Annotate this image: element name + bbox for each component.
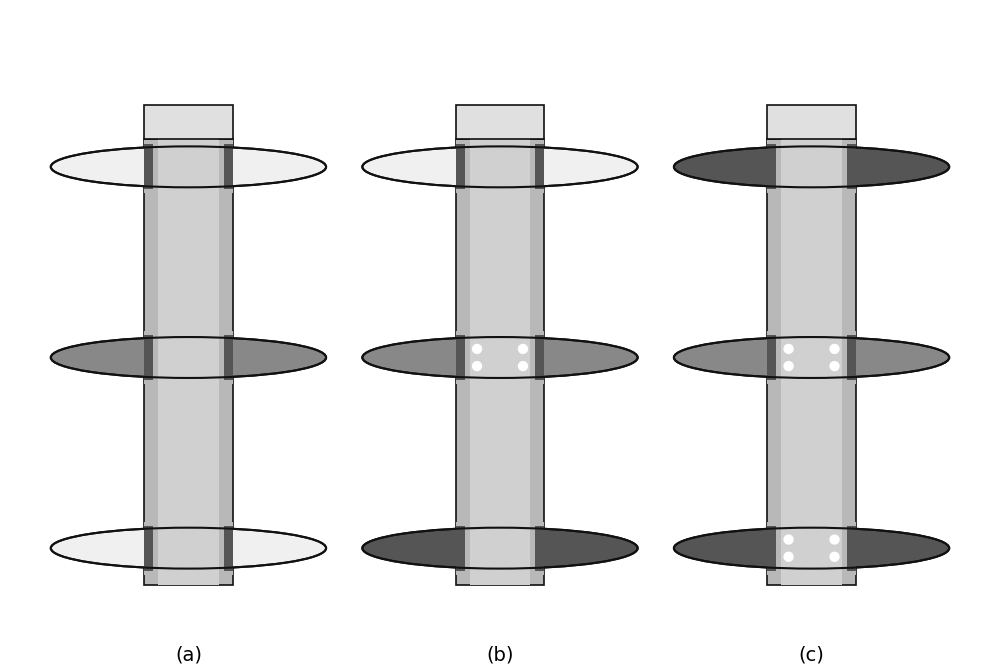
Circle shape	[519, 362, 527, 371]
Ellipse shape	[674, 146, 949, 188]
Bar	[456, 140, 544, 194]
Bar	[144, 139, 233, 586]
Ellipse shape	[51, 337, 326, 378]
Ellipse shape	[674, 528, 949, 569]
Ellipse shape	[362, 146, 638, 188]
Ellipse shape	[458, 530, 542, 566]
Ellipse shape	[146, 530, 230, 566]
Ellipse shape	[458, 149, 542, 185]
Bar	[767, 526, 776, 571]
Text: (b): (b)	[486, 646, 514, 665]
Bar	[456, 105, 544, 139]
Bar	[144, 144, 153, 190]
Bar	[224, 526, 233, 571]
Circle shape	[519, 344, 527, 353]
Bar	[767, 139, 856, 586]
Circle shape	[784, 535, 793, 544]
Bar	[144, 140, 233, 194]
Bar	[470, 139, 530, 586]
Bar	[470, 521, 530, 575]
Bar	[144, 105, 233, 139]
Circle shape	[784, 552, 793, 561]
Ellipse shape	[146, 340, 230, 375]
Bar	[144, 526, 153, 571]
Bar	[781, 331, 842, 384]
Bar	[456, 521, 544, 575]
Bar	[456, 144, 465, 190]
Bar	[470, 140, 530, 194]
Ellipse shape	[362, 337, 638, 378]
Ellipse shape	[51, 146, 326, 188]
Bar	[847, 144, 856, 190]
Text: (c): (c)	[799, 646, 824, 665]
Bar	[781, 140, 842, 194]
Ellipse shape	[51, 528, 326, 569]
Bar	[767, 521, 856, 575]
Ellipse shape	[458, 340, 542, 375]
Bar	[224, 335, 233, 380]
Ellipse shape	[362, 528, 638, 569]
Ellipse shape	[674, 337, 949, 378]
Bar	[456, 331, 544, 384]
Bar	[767, 144, 776, 190]
Bar	[158, 331, 219, 384]
Bar	[224, 144, 233, 190]
Bar	[535, 335, 544, 380]
Circle shape	[830, 362, 839, 371]
Bar	[158, 140, 219, 194]
Bar	[781, 521, 842, 575]
Circle shape	[830, 344, 839, 353]
Circle shape	[830, 535, 839, 544]
Circle shape	[830, 552, 839, 561]
Bar	[767, 140, 856, 194]
Circle shape	[784, 362, 793, 371]
Text: (a): (a)	[175, 646, 202, 665]
Bar	[781, 139, 842, 586]
Bar	[158, 139, 219, 586]
Bar	[456, 526, 465, 571]
Bar	[767, 331, 856, 384]
Ellipse shape	[770, 340, 854, 375]
Bar	[158, 521, 219, 575]
Bar	[456, 335, 465, 380]
Ellipse shape	[770, 530, 854, 566]
Ellipse shape	[146, 149, 230, 185]
Circle shape	[473, 362, 481, 371]
Bar	[535, 144, 544, 190]
Bar	[470, 331, 530, 384]
Bar	[767, 105, 856, 139]
Bar	[456, 139, 544, 586]
Ellipse shape	[770, 149, 854, 185]
Circle shape	[784, 344, 793, 353]
Circle shape	[473, 344, 481, 353]
Bar	[144, 335, 153, 380]
Bar	[144, 331, 233, 384]
Bar	[847, 526, 856, 571]
Bar	[535, 526, 544, 571]
Bar	[144, 521, 233, 575]
Bar	[767, 335, 776, 380]
Bar	[847, 335, 856, 380]
